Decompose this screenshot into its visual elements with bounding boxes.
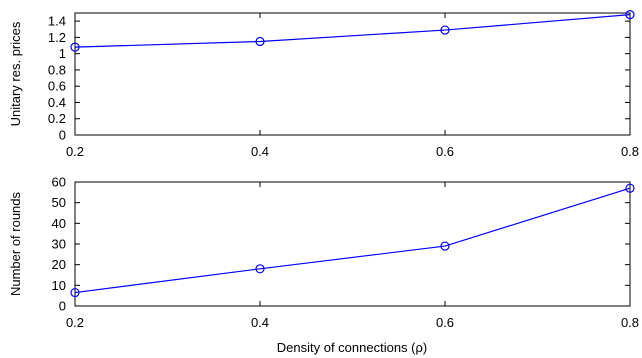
- rounds-y-tick-label: 40: [52, 216, 66, 231]
- rounds-series-line: [75, 188, 630, 292]
- rounds-y-tick-label: 10: [52, 278, 66, 293]
- rounds-y-tick-label: 60: [52, 175, 66, 190]
- prices-y-tick-label: 0.4: [48, 95, 66, 110]
- rounds-y-tick-label: 0: [59, 299, 66, 314]
- prices-y-axis-label: Unitary res. prices: [8, 21, 23, 126]
- prices-chart: 0.2 0.4 0.6 0.800.20.40.60.811.21.4 Unitary…: [8, 11, 639, 159]
- prices-y-tick-label: 0.2: [48, 111, 66, 126]
- x-axis-label: Density of connections (ρ): [277, 340, 427, 355]
- prices-series: [71, 11, 634, 52]
- rounds-ticks: [75, 182, 630, 306]
- rounds-x-tick-label: 0.2: [66, 315, 84, 330]
- rounds-x-tick-label: 0.4: [251, 315, 269, 330]
- prices-series-line: [75, 15, 630, 48]
- prices-x-tick-label: 0.8: [621, 144, 639, 159]
- prices-y-tick-label: 0: [59, 128, 66, 143]
- prices-x-tick-label: 0.6: [436, 144, 454, 159]
- rounds-y-tick-label: 50: [52, 195, 66, 210]
- rounds-y-tick-label: 20: [52, 257, 66, 272]
- prices-y-tick-label: 0.6: [48, 79, 66, 94]
- rounds-y-tick-label: 30: [52, 237, 66, 252]
- prices-y-tick-label: 0.8: [48, 62, 66, 77]
- rounds-plot-frame: [75, 182, 630, 306]
- prices-y-tick-label: 1.4: [48, 14, 66, 29]
- rounds-chart: 0.2 0.4 0.6 0.8 0 10 20 30 40 50 60 Number of roun…: [8, 175, 639, 356]
- rounds-y-axis-label: Number of rounds: [8, 191, 23, 296]
- prices-x-tick-label: 0.4: [251, 144, 269, 159]
- prices-ticks: [75, 13, 630, 135]
- rounds-series: [71, 184, 634, 296]
- prices-plot-frame: [75, 13, 630, 135]
- prices-tick-labels: 0.2 0.4 0.6 0.800.20.40.60.811.21.4: [48, 14, 639, 159]
- prices-y-tick-label: 1.2: [48, 30, 66, 45]
- prices-y-tick-label: 1: [59, 46, 66, 61]
- prices-x-tick-label: 0.2: [66, 144, 84, 159]
- rounds-tick-labels: 0.2 0.4 0.6 0.8 0 10 20 30 40 50 60: [52, 175, 640, 331]
- rounds-x-tick-label: 0.8: [621, 315, 639, 330]
- rounds-x-tick-label: 0.6: [436, 315, 454, 330]
